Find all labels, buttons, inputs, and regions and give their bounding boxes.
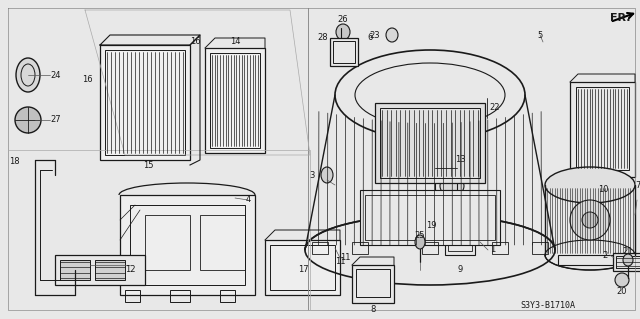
Bar xyxy=(613,253,640,271)
Bar xyxy=(270,245,335,290)
Bar xyxy=(422,242,438,254)
Text: 25: 25 xyxy=(415,231,425,240)
Text: 24: 24 xyxy=(50,70,61,79)
Ellipse shape xyxy=(16,58,40,92)
Bar xyxy=(437,195,467,217)
Text: 26: 26 xyxy=(338,16,348,25)
Bar xyxy=(435,155,457,190)
Bar xyxy=(352,265,394,303)
Bar xyxy=(220,290,235,302)
Text: 18: 18 xyxy=(10,158,20,167)
Bar xyxy=(200,215,245,270)
Bar xyxy=(210,53,260,148)
Text: 7: 7 xyxy=(636,181,640,189)
Ellipse shape xyxy=(386,28,398,42)
Text: 11: 11 xyxy=(335,257,345,266)
Text: 14: 14 xyxy=(230,38,240,47)
Bar xyxy=(333,41,355,63)
Bar xyxy=(616,256,640,268)
Text: 3: 3 xyxy=(310,170,315,180)
Bar xyxy=(380,108,480,178)
Bar xyxy=(130,205,245,285)
Ellipse shape xyxy=(321,167,333,183)
Text: 5: 5 xyxy=(538,31,543,40)
Ellipse shape xyxy=(545,167,635,203)
Text: 15: 15 xyxy=(143,160,153,169)
Bar xyxy=(170,290,190,302)
Bar xyxy=(205,48,265,153)
Bar xyxy=(312,242,328,254)
Ellipse shape xyxy=(335,50,525,140)
Ellipse shape xyxy=(615,273,629,287)
Bar xyxy=(105,50,185,155)
Bar xyxy=(375,103,485,183)
Text: FR.: FR. xyxy=(610,13,630,23)
Bar xyxy=(352,242,368,254)
Bar xyxy=(448,223,472,251)
Text: 17: 17 xyxy=(298,265,308,275)
Bar xyxy=(532,242,548,254)
Text: 2: 2 xyxy=(603,250,608,259)
Bar xyxy=(330,38,358,66)
Text: 1: 1 xyxy=(490,246,495,255)
Bar xyxy=(360,190,500,245)
Text: 12: 12 xyxy=(125,265,135,275)
Text: 9: 9 xyxy=(458,265,463,275)
Bar xyxy=(55,255,145,285)
Ellipse shape xyxy=(570,200,610,240)
Bar xyxy=(145,215,190,270)
Ellipse shape xyxy=(440,176,464,196)
Bar xyxy=(576,87,629,170)
Bar xyxy=(445,220,475,255)
Bar xyxy=(365,195,495,240)
Bar xyxy=(356,269,390,297)
Ellipse shape xyxy=(623,254,633,266)
Text: 11: 11 xyxy=(340,254,351,263)
Ellipse shape xyxy=(336,24,350,40)
Ellipse shape xyxy=(15,107,41,133)
Text: 28: 28 xyxy=(317,33,328,42)
Text: 19: 19 xyxy=(426,220,437,229)
Bar xyxy=(60,260,90,280)
Text: 16: 16 xyxy=(189,38,200,47)
Bar xyxy=(558,255,623,265)
Bar xyxy=(570,82,635,177)
Bar xyxy=(95,260,125,280)
Ellipse shape xyxy=(582,212,598,228)
Bar xyxy=(120,195,255,295)
Text: 8: 8 xyxy=(371,306,376,315)
Text: 21: 21 xyxy=(623,248,633,256)
Text: S3Y3-B1710A: S3Y3-B1710A xyxy=(520,300,575,309)
Text: 27: 27 xyxy=(50,115,61,124)
Text: 20: 20 xyxy=(617,287,627,296)
Bar xyxy=(265,240,340,295)
Text: 13: 13 xyxy=(454,155,465,165)
Text: 23: 23 xyxy=(369,31,380,40)
Ellipse shape xyxy=(479,98,495,118)
Ellipse shape xyxy=(415,235,425,249)
Text: 6: 6 xyxy=(367,33,372,42)
Bar xyxy=(100,45,190,160)
Text: 16: 16 xyxy=(83,76,93,85)
Text: 10: 10 xyxy=(598,186,608,195)
Text: 22: 22 xyxy=(490,103,500,113)
Text: 4: 4 xyxy=(245,196,251,204)
Bar xyxy=(125,290,140,302)
Bar xyxy=(492,242,508,254)
